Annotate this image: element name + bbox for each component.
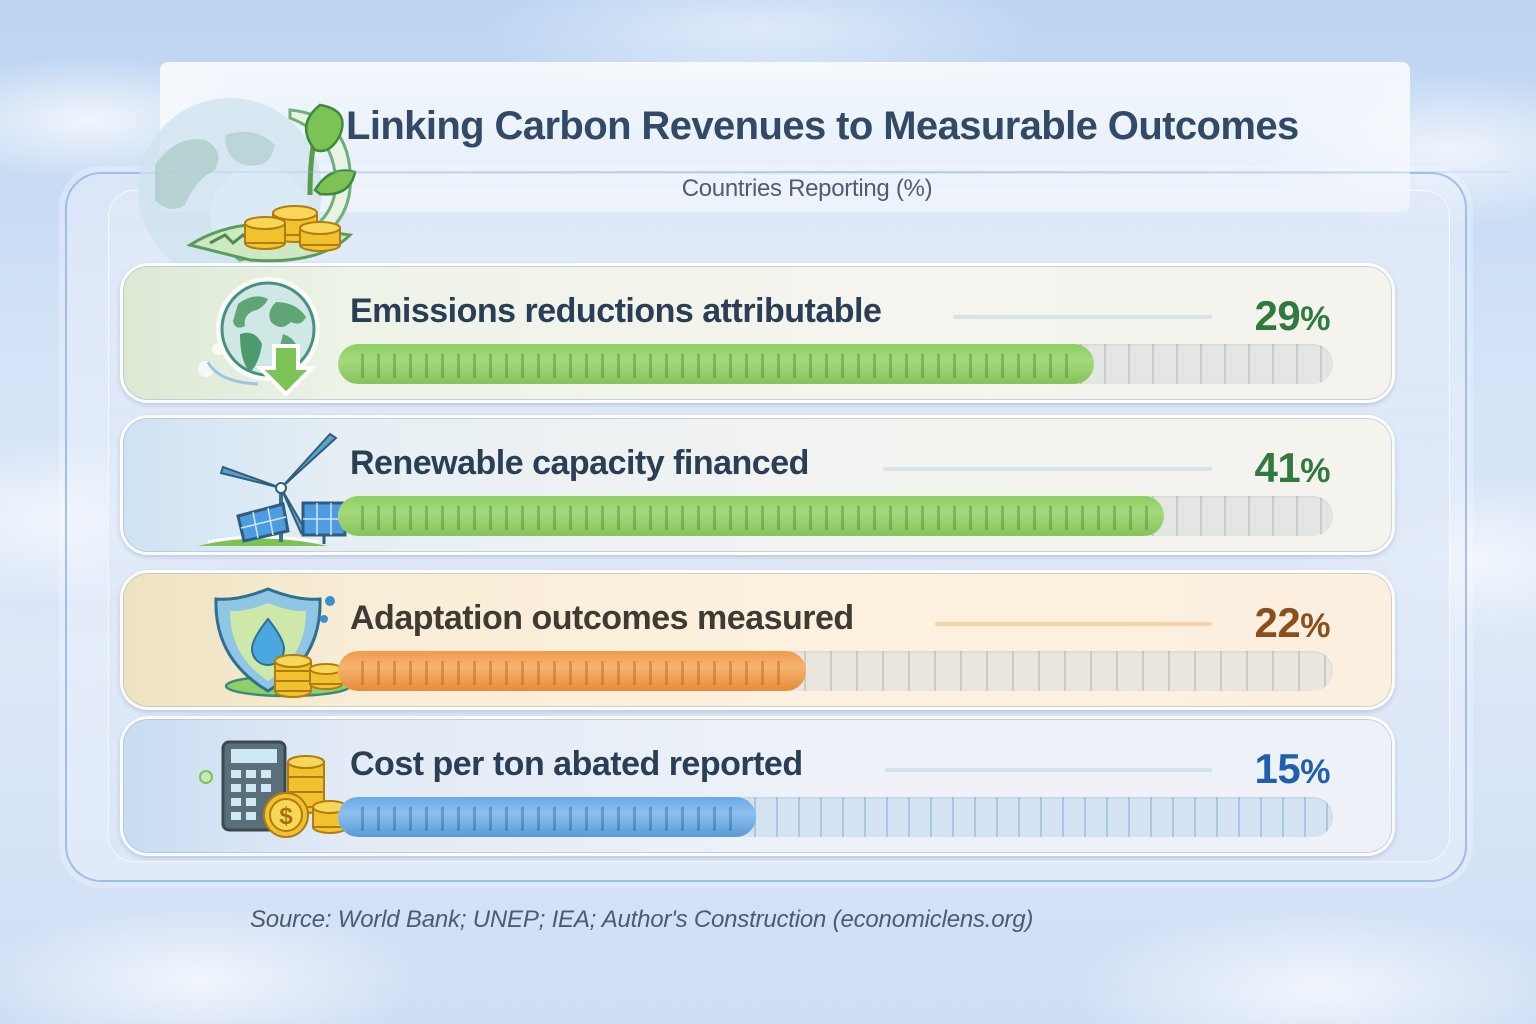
bar-track [338, 797, 1333, 837]
row-value-number: 15 [1254, 745, 1301, 792]
row-value-unit: % [1300, 452, 1330, 490]
bar-fill [338, 651, 806, 691]
row-label: Renewable capacity financed [350, 444, 809, 482]
row-connector-line [953, 315, 1212, 319]
shield-water-drop-coins-icon [214, 587, 352, 698]
svg-text:$: $ [279, 803, 293, 830]
row-value-number: 41 [1254, 444, 1301, 491]
row-label: Adaptation outcomes measured [350, 599, 854, 637]
source-note: Source: World Bank; UNEP; IEA; Author's … [250, 906, 1034, 933]
bar-track [338, 651, 1333, 691]
row-value: 22% [1254, 599, 1331, 647]
row-label: Cost per ton abated reported [350, 745, 803, 783]
globe-down-arrow-icon [198, 277, 320, 397]
bar-row-cost-per-ton: $ Cost per ton abated reported 15% [120, 716, 1395, 856]
row-value: 29% [1254, 292, 1331, 340]
row-value: 41% [1254, 444, 1331, 492]
calculator-coins-icon: $ [199, 740, 348, 838]
row-value-unit: % [1300, 753, 1330, 791]
globe-sprout-coins-icon [138, 98, 357, 270]
bar-fill [338, 797, 756, 837]
row-value-unit: % [1300, 607, 1330, 645]
wind-turbine-solar-panel-icon [198, 432, 347, 546]
row-value-number: 22 [1254, 599, 1301, 646]
row-connector-line [885, 768, 1212, 772]
title-divider [170, 171, 1510, 173]
header-card [160, 62, 1410, 212]
bar-fill [338, 496, 1164, 536]
row-value: 15% [1254, 745, 1331, 793]
bar-track [338, 344, 1333, 384]
bar-row-emissions: Emissions reductions attributable 29% [120, 263, 1395, 403]
row-label: Emissions reductions attributable [350, 292, 882, 330]
bar-fill [338, 344, 1095, 384]
row-value-number: 29 [1254, 292, 1301, 339]
bar-track [338, 496, 1333, 536]
row-value-unit: % [1300, 300, 1330, 338]
chart-subtitle: Countries Reporting (%) [681, 175, 933, 202]
chart-title: Linking Carbon Revenues to Measurable Ou… [346, 104, 1299, 148]
bar-row-renewables: Renewable capacity financed 41% [120, 415, 1395, 555]
bar-row-adaptation: Adaptation outcomes measured 22% [120, 570, 1395, 710]
row-connector-line [883, 467, 1212, 471]
row-connector-line [935, 622, 1212, 626]
